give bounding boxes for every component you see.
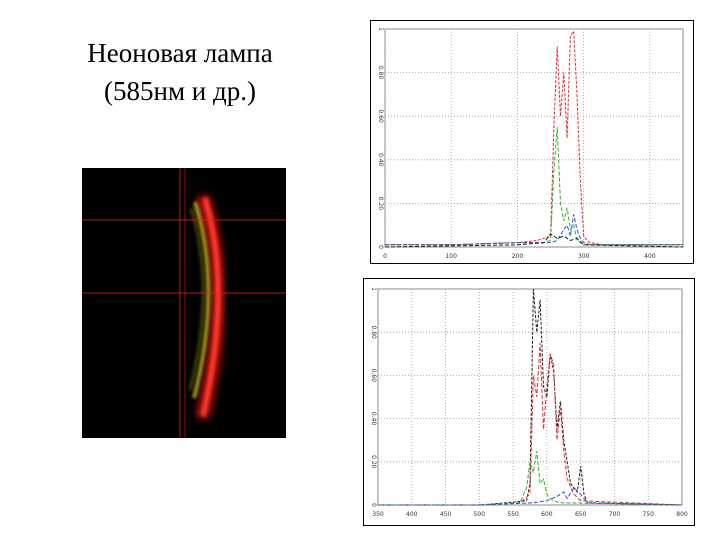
- y-tick-label: 1: [370, 287, 377, 291]
- x-tick-label: 550: [507, 511, 519, 518]
- series-line-2: [378, 450, 683, 506]
- plot-frame: [384, 28, 684, 248]
- series-line-0: [378, 288, 683, 506]
- spectrum-chart-bottom-svg: 350 400 450 500 550 600 650 700 750 800 0 0.20 0.40 0…: [370, 287, 688, 518]
- neon-lamp-photo-svg: [82, 168, 286, 438]
- series-line-0: [385, 29, 683, 246]
- x-tick-label: 200: [512, 253, 524, 260]
- slide-title-line1: Неоновая лампа: [87, 38, 273, 68]
- y-tick-label: 1: [377, 27, 384, 31]
- series-line-3: [378, 486, 683, 506]
- yellow-spectral-line: [192, 201, 210, 399]
- photo-background: [82, 168, 286, 438]
- slide-title: Неоновая лампа (585нм и др.): [40, 34, 320, 110]
- x-tick-label: 0: [383, 253, 387, 260]
- red-spectral-line: [200, 197, 221, 417]
- x-tick-label: 750: [642, 511, 654, 518]
- x-tick-label: 450: [440, 511, 452, 518]
- x-tick-label: 350: [372, 511, 384, 518]
- x-tick-label: 300: [578, 253, 590, 260]
- slide-title-line2: (585нм и др.): [104, 76, 256, 106]
- neon-lamp-photo: [82, 168, 286, 438]
- x-tick-label: 400: [644, 253, 656, 260]
- x-tick-label: 500: [474, 511, 486, 518]
- spectrum-chart-top: 0 100 200 300 400 0 0.20 0.40 0.60 0.80 1: [370, 20, 694, 264]
- y-tick-label: 0: [377, 245, 384, 249]
- y-tick-label: 0.20: [377, 197, 384, 211]
- x-tick-label: 600: [541, 511, 553, 518]
- x-tick-label: 400: [406, 511, 418, 518]
- y-tick-label: 0.60: [377, 110, 384, 124]
- series-line-3: [384, 233, 684, 248]
- y-tick-label: 0: [370, 503, 377, 507]
- y-tick-label: 0.80: [370, 326, 377, 340]
- x-tick-label: 650: [575, 511, 587, 518]
- y-tick-label: 0.40: [377, 153, 384, 167]
- y-tick-label: 0.20: [370, 455, 377, 469]
- series-line-1: [378, 342, 683, 506]
- spectrum-chart-top-svg: 0 100 200 300 400 0 0.20 0.40 0.60 0.80 1: [377, 27, 684, 260]
- x-tick-label: 800: [676, 511, 688, 518]
- y-tick-label: 0.80: [377, 66, 384, 80]
- y-tick-label: 0.60: [370, 369, 377, 383]
- y-tick-label: 0.40: [370, 412, 377, 426]
- x-tick-label: 700: [609, 511, 621, 518]
- series-line-2: [385, 214, 683, 246]
- x-tick-label: 100: [445, 253, 457, 260]
- series-line-1: [385, 127, 683, 246]
- spectrum-chart-bottom: 350 400 450 500 550 600 650 700 750 800 0 0.20 0.40 0…: [363, 278, 695, 526]
